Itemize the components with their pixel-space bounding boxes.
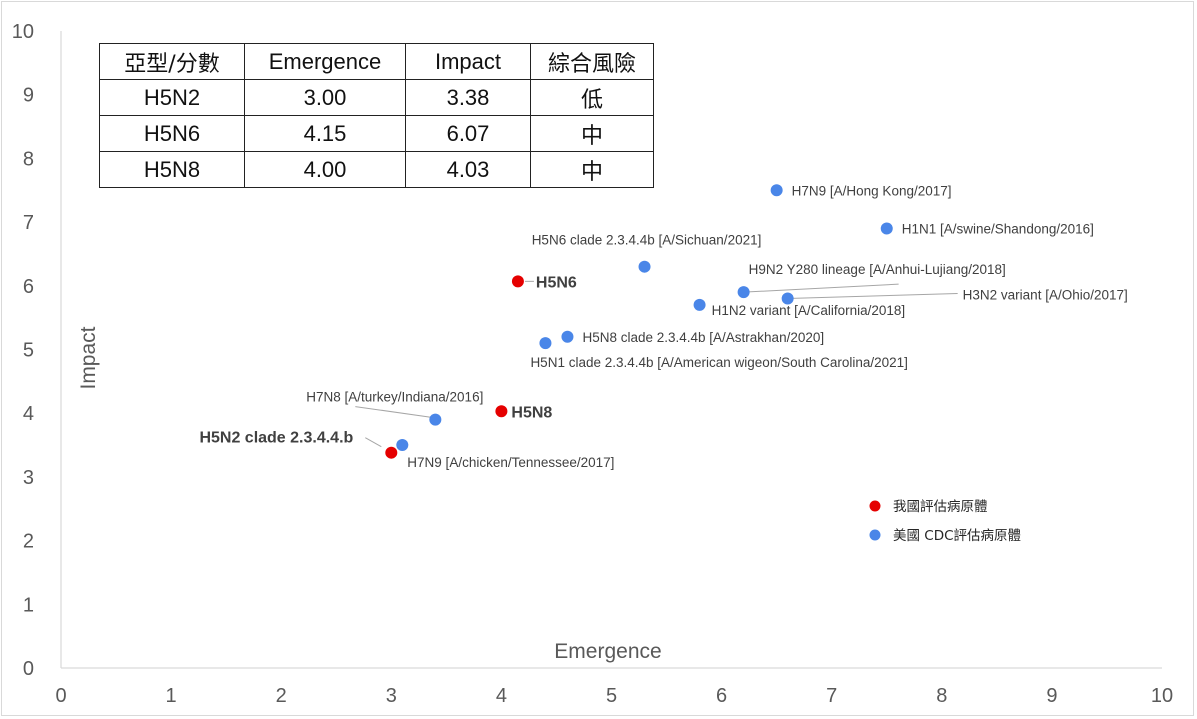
x-tick-label: 4 xyxy=(496,685,507,707)
data-label: H3N2 variant [A/Ohio/2017] xyxy=(963,288,1128,303)
legend-marker-domestic xyxy=(869,500,881,512)
table-cell: 低 xyxy=(530,79,654,116)
table-cell: H5N6 xyxy=(99,115,245,152)
x-axis-title: Emergence xyxy=(554,640,661,663)
x-tick-label: 5 xyxy=(606,685,617,707)
data-label: H7N9 [A/chicken/Tennessee/2017] xyxy=(407,455,614,470)
y-tick-label: 3 xyxy=(23,467,34,489)
table-cell: 3.00 xyxy=(244,79,406,116)
data-point-cdc xyxy=(770,184,783,197)
y-axis-title: Impact xyxy=(77,326,100,389)
x-tick-label: 0 xyxy=(55,685,66,707)
y-tick-label: 8 xyxy=(23,148,34,170)
data-label: H1N2 variant [A/California/2018] xyxy=(712,303,906,318)
leader-line xyxy=(743,283,899,293)
leader-line xyxy=(355,406,434,419)
table-cell: H5N2 xyxy=(99,79,245,116)
data-point-cdc xyxy=(561,330,574,343)
y-tick-label: 9 xyxy=(23,85,34,107)
table-row: H5N8 4.00 4.03 中 xyxy=(99,151,654,188)
data-label: H9N2 Y280 lineage [A/Anhui-Lujiang/2018] xyxy=(749,262,1006,277)
leader-line xyxy=(365,437,382,448)
table-cell: 中 xyxy=(530,115,654,152)
y-tick-label: 10 xyxy=(12,21,34,43)
table-header-cell: 亞型/分數 xyxy=(99,43,245,80)
x-tick-label: 7 xyxy=(826,685,837,707)
data-label: H1N1 [A/swine/Shandong/2016] xyxy=(902,221,1094,236)
legend-label-cdc: 美國 CDC評估病原體 xyxy=(893,528,1021,544)
table-header-row: 亞型/分數 Emergence Impact 綜合風險 xyxy=(99,43,654,80)
data-label: H5N8 clade 2.3.4.4b [A/Astrakhan/2020] xyxy=(582,330,824,345)
legend: 我國評估病原體 美國 CDC評估病原體 xyxy=(869,499,1021,544)
leader-line xyxy=(787,293,958,300)
table-cell: 4.15 xyxy=(244,115,406,152)
data-point-cdc xyxy=(396,439,409,452)
data-label: H5N6 clade 2.3.4.4b [A/Sichuan/2021] xyxy=(532,233,762,248)
data-point-cdc xyxy=(429,413,442,426)
y-tick-label: 2 xyxy=(23,531,34,553)
table-cell: H5N8 xyxy=(99,151,245,188)
data-point-cdc xyxy=(539,337,552,350)
data-label: H7N9 [A/Hong Kong/2017] xyxy=(792,183,952,198)
y-tick-label: 6 xyxy=(23,276,34,298)
data-point-cdc xyxy=(693,298,706,311)
data-point-domestic xyxy=(495,405,508,418)
table-row: H5N2 3.00 3.38 低 xyxy=(99,79,654,116)
y-tick-label: 7 xyxy=(23,212,34,234)
table-cell: 4.00 xyxy=(244,151,406,188)
x-tick-label: 2 xyxy=(276,685,287,707)
legend-label-domestic: 我國評估病原體 xyxy=(893,499,988,515)
data-label: H5N8 xyxy=(511,404,552,421)
x-tick-label: 3 xyxy=(386,685,397,707)
table-row: H5N6 4.15 6.07 中 xyxy=(99,115,654,152)
table-cell: 中 xyxy=(530,151,654,188)
y-tick-label: 1 xyxy=(23,594,34,616)
data-label: H7N8 [A/turkey/Indiana/2016] xyxy=(306,390,483,405)
x-tick-label: 1 xyxy=(166,685,177,707)
data-point-domestic xyxy=(385,446,398,459)
table-header-cell: Emergence xyxy=(244,43,406,80)
y-tick-label: 4 xyxy=(23,403,34,425)
table-header-cell: Impact xyxy=(405,43,531,80)
data-point-cdc xyxy=(781,292,794,305)
x-tick-label: 10 xyxy=(1151,685,1173,707)
data-point-cdc xyxy=(737,286,750,299)
y-tick-label: 0 xyxy=(23,658,34,680)
data-label: H5N6 xyxy=(536,274,577,291)
data-label: H5N2 clade 2.3.4.4.b xyxy=(199,430,353,447)
table-cell: 6.07 xyxy=(405,115,531,152)
legend-marker-cdc xyxy=(869,529,881,541)
y-tick-label: 5 xyxy=(23,340,34,362)
table-header-cell: 綜合風險 xyxy=(530,43,654,80)
x-tick-label: 9 xyxy=(1046,685,1057,707)
data-point-domestic xyxy=(511,275,524,288)
table-cell: 3.38 xyxy=(405,79,531,116)
x-tick-label: 6 xyxy=(716,685,727,707)
data-point-cdc xyxy=(638,260,651,273)
x-tick-label: 8 xyxy=(936,685,947,707)
table-cell: 4.03 xyxy=(405,151,531,188)
data-label: H5N1 clade 2.3.4.4b [A/American wigeon/S… xyxy=(530,355,907,370)
data-point-cdc xyxy=(880,222,893,235)
risk-summary-table: 亞型/分數 Emergence Impact 綜合風險 H5N2 3.00 3.… xyxy=(99,43,654,188)
